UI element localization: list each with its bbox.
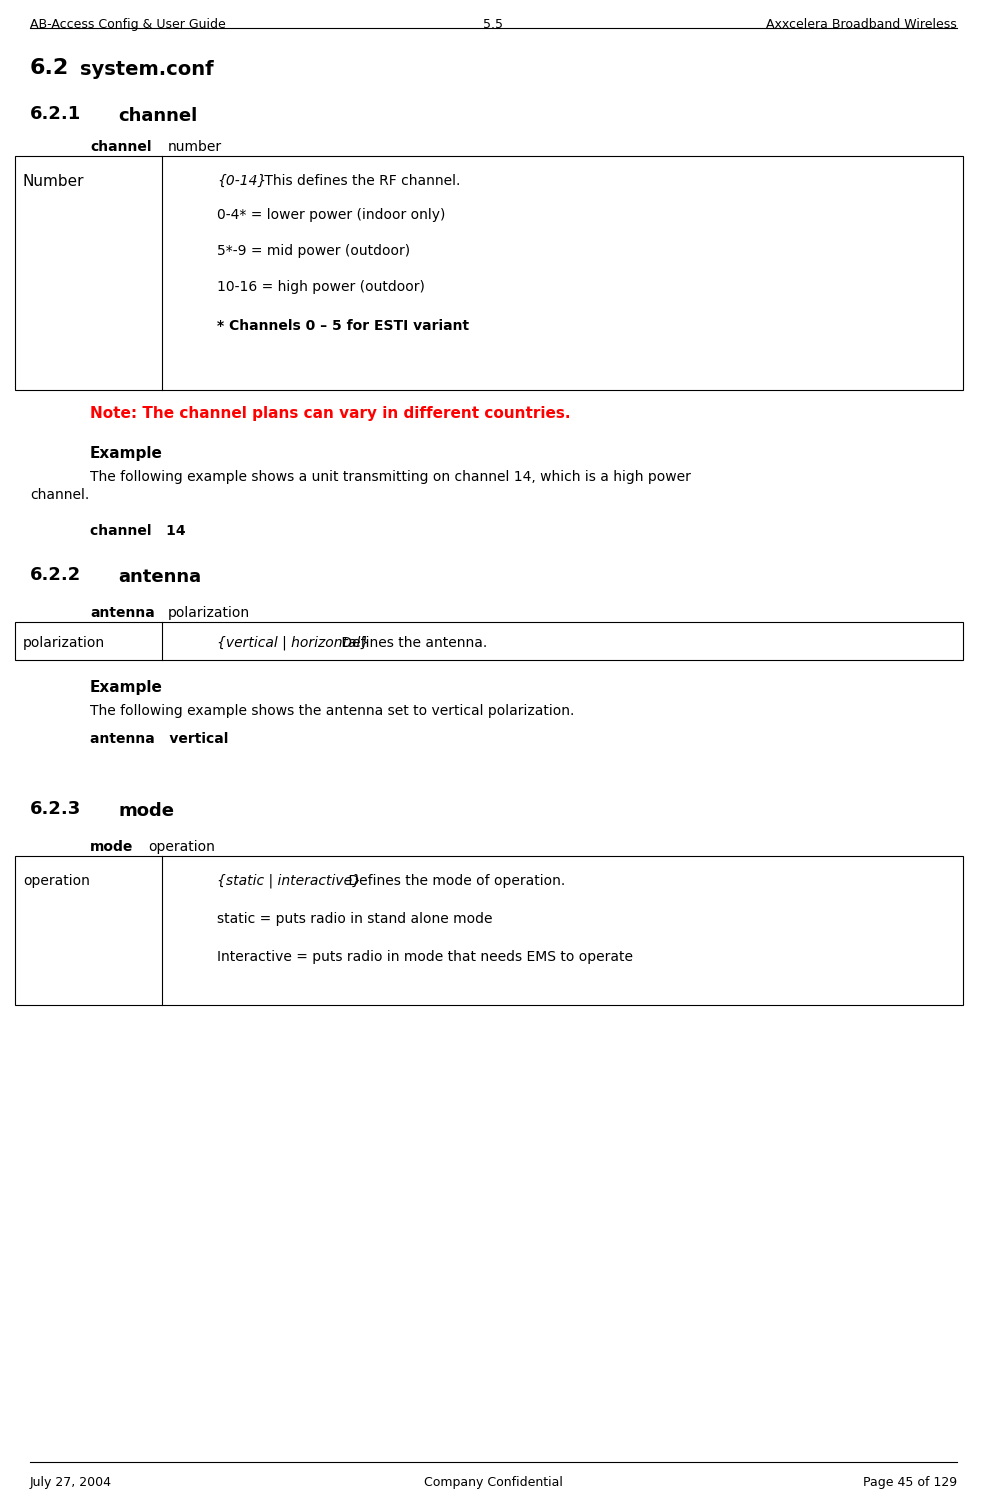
Text: operation: operation	[148, 840, 215, 855]
Text: Axxcelera Broadband Wireless: Axxcelera Broadband Wireless	[765, 18, 956, 31]
Text: 10-16 = high power (outdoor): 10-16 = high power (outdoor)	[217, 279, 424, 294]
Text: Example: Example	[90, 680, 163, 695]
Text: Example: Example	[90, 447, 163, 462]
Text: AB-Access Config & User Guide: AB-Access Config & User Guide	[30, 18, 226, 31]
Text: 6.2: 6.2	[30, 58, 69, 78]
Text: The following example shows the antenna set to vertical polarization.: The following example shows the antenna …	[90, 704, 574, 719]
Text: mode: mode	[118, 802, 174, 820]
Text: The following example shows a unit transmitting on channel 14, which is a high p: The following example shows a unit trans…	[90, 471, 690, 484]
Bar	[15, 155, 962, 390]
Text: channel   14: channel 14	[90, 524, 185, 538]
Text: {static | interactive}: {static | interactive}	[217, 874, 361, 889]
Text: channel: channel	[90, 140, 151, 154]
Text: Page 45 of 129: Page 45 of 129	[862, 1476, 956, 1490]
Text: Note: The channel plans can vary in different countries.: Note: The channel plans can vary in diff…	[90, 406, 570, 421]
Text: static = puts radio in stand alone mode: static = puts radio in stand alone mode	[217, 911, 492, 926]
Text: antenna   vertical: antenna vertical	[90, 732, 228, 746]
Text: {vertical | horizontal}: {vertical | horizontal}	[217, 636, 369, 650]
Text: channel: channel	[118, 108, 197, 125]
Text: number: number	[168, 140, 222, 154]
Text: 6.2.1: 6.2.1	[30, 105, 81, 123]
Text: antenna: antenna	[118, 568, 201, 586]
Text: antenna: antenna	[90, 607, 155, 620]
Text: * Channels 0 – 5 for ESTI variant: * Channels 0 – 5 for ESTI variant	[217, 320, 468, 333]
Text: {0-14}: {0-14}	[217, 173, 266, 188]
Text: 6.2.3: 6.2.3	[30, 799, 81, 819]
Text: This defines the RF channel.: This defines the RF channel.	[259, 173, 459, 188]
Text: Number: Number	[23, 173, 85, 190]
Bar	[15, 622, 962, 660]
Bar	[15, 856, 962, 1005]
Text: mode: mode	[90, 840, 133, 855]
Text: operation: operation	[23, 874, 90, 887]
Text: Company Confidential: Company Confidential	[424, 1476, 562, 1490]
Text: 6.2.2: 6.2.2	[30, 566, 81, 584]
Text: July 27, 2004: July 27, 2004	[30, 1476, 111, 1490]
Text: polarization: polarization	[23, 636, 106, 650]
Text: Defines the mode of operation.: Defines the mode of operation.	[344, 874, 565, 887]
Text: 0-4* = lower power (indoor only): 0-4* = lower power (indoor only)	[217, 208, 445, 223]
Text: polarization: polarization	[168, 607, 249, 620]
Text: system.conf: system.conf	[80, 60, 213, 79]
Text: channel.: channel.	[30, 489, 89, 502]
Text: Interactive = puts radio in mode that needs EMS to operate: Interactive = puts radio in mode that ne…	[217, 950, 632, 964]
Text: Defines the antenna.: Defines the antenna.	[336, 636, 487, 650]
Text: 5.5: 5.5	[483, 18, 503, 31]
Text: 5*-9 = mid power (outdoor): 5*-9 = mid power (outdoor)	[217, 244, 410, 258]
